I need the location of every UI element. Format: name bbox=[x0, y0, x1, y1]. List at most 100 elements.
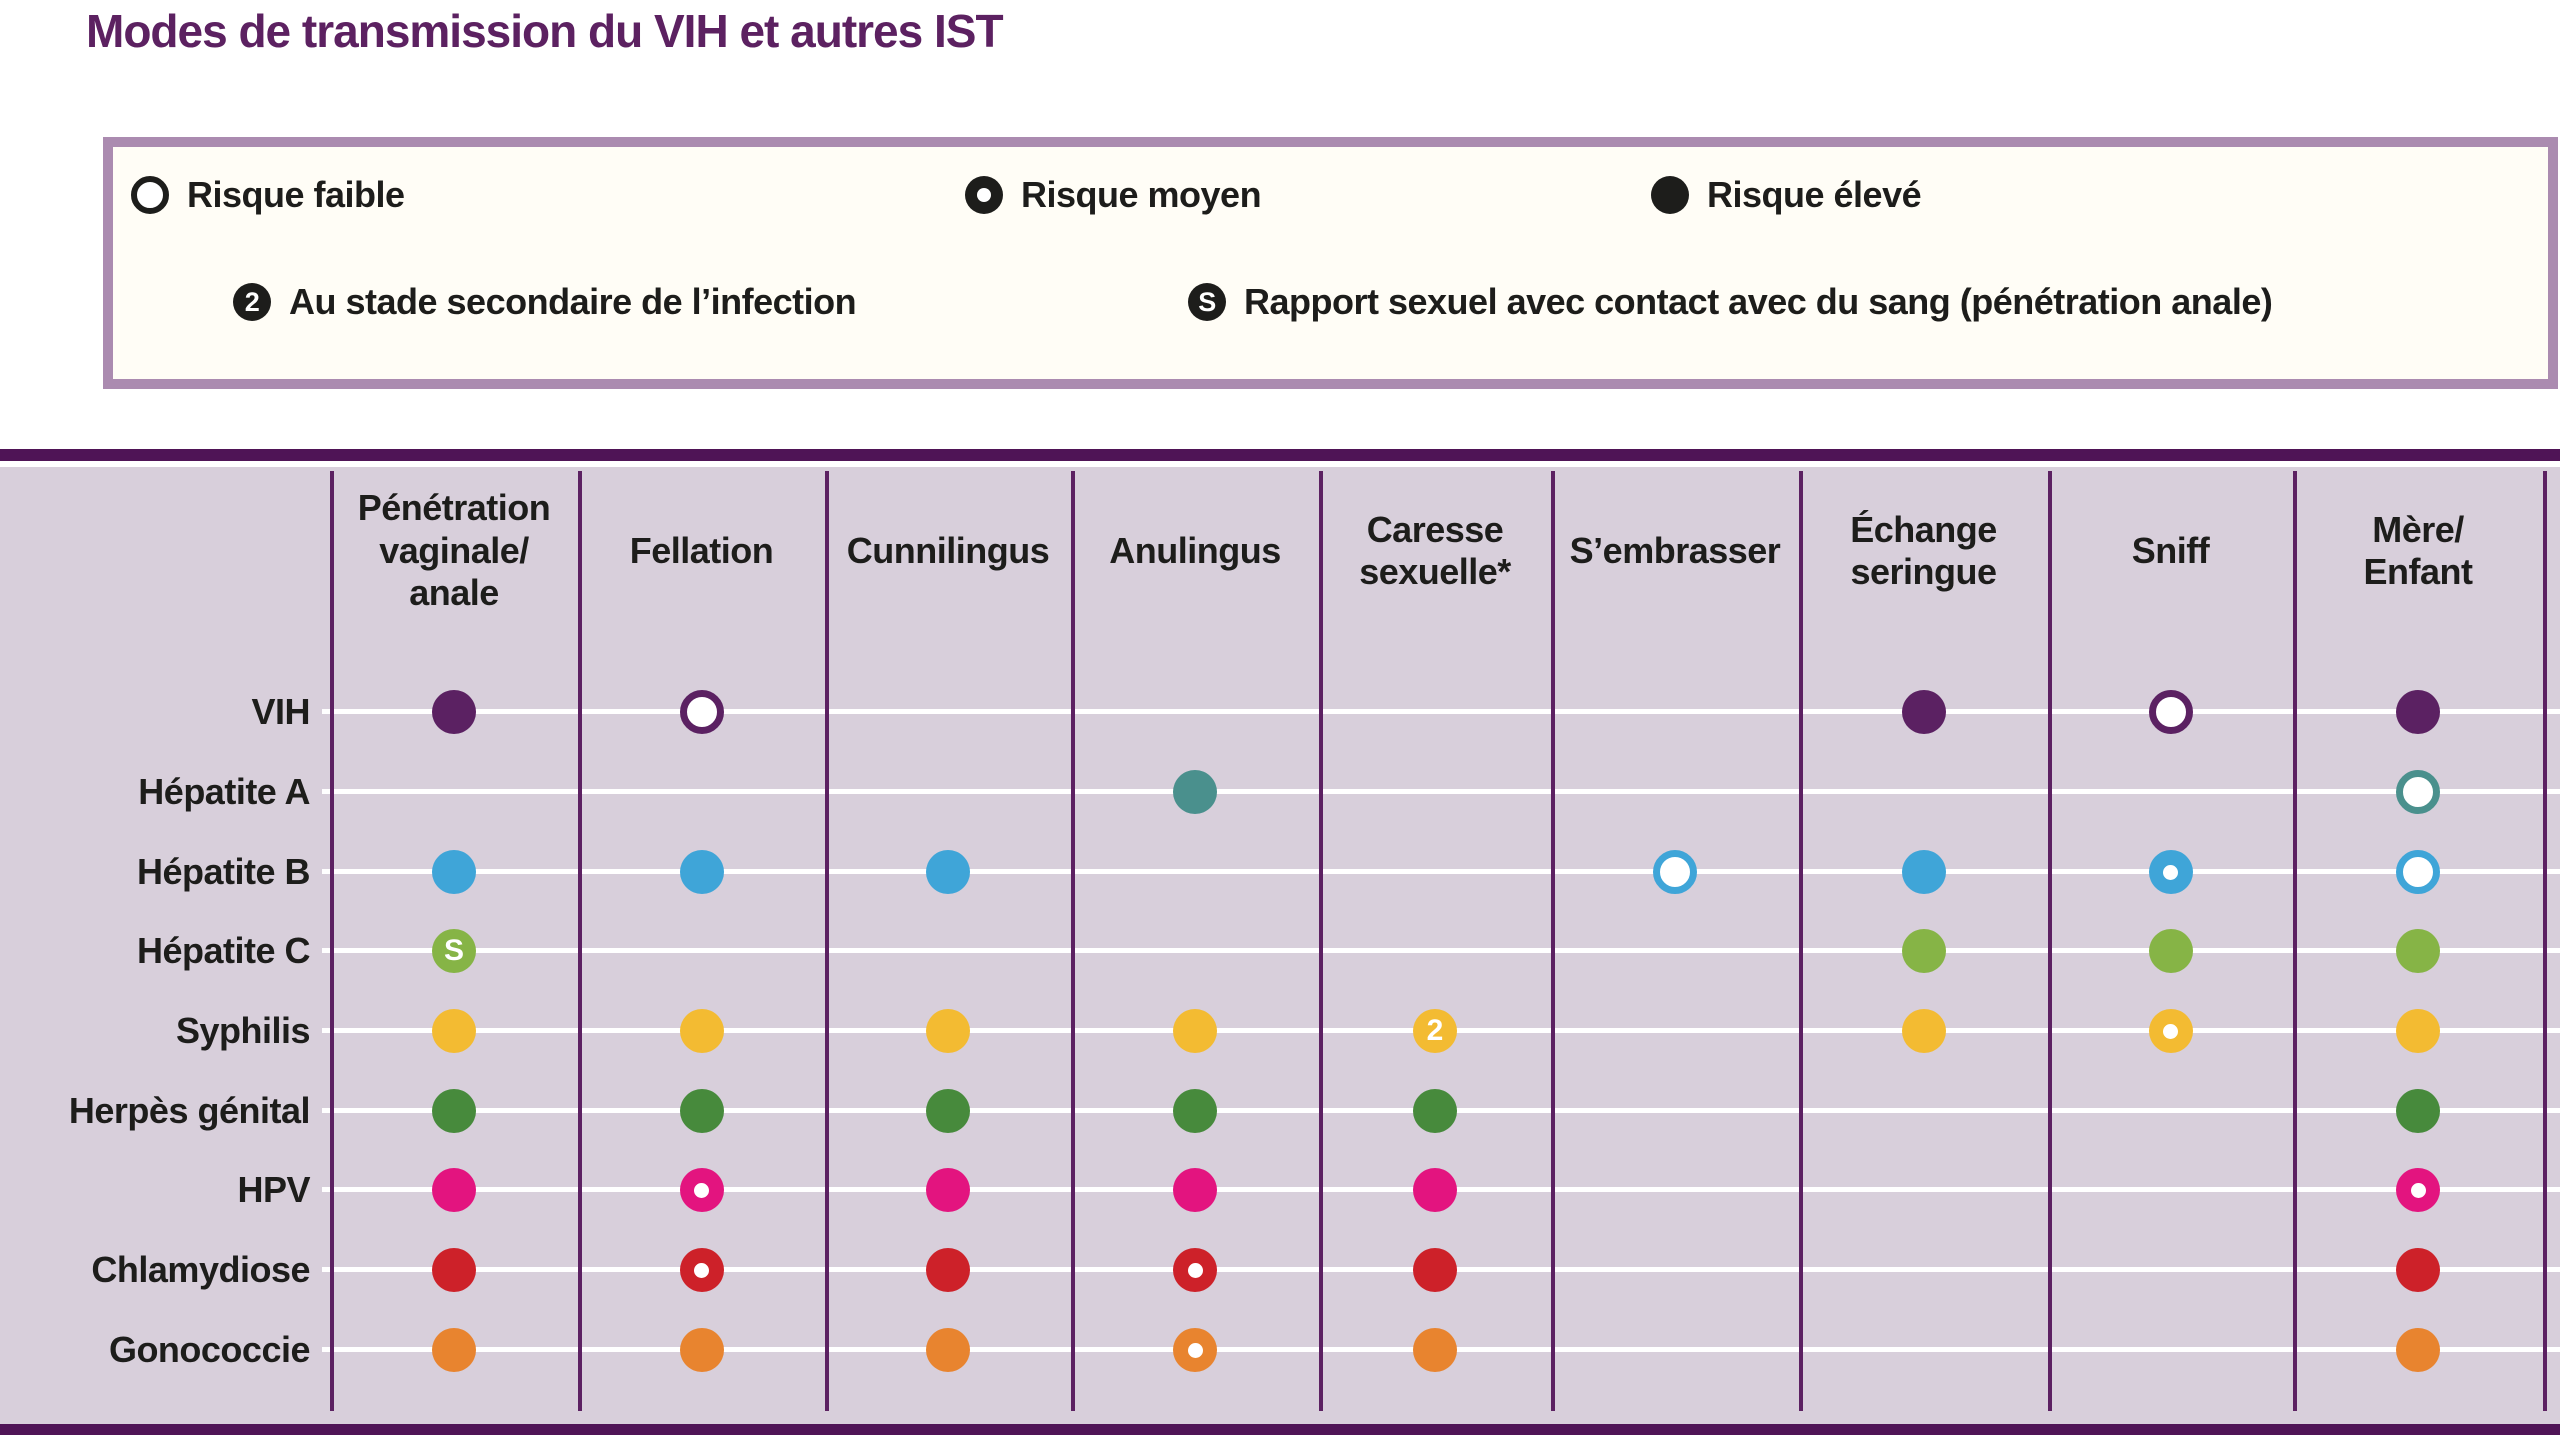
risk-dot bbox=[926, 850, 970, 894]
risk-dot bbox=[432, 1328, 476, 1372]
circled-2-icon: 2 bbox=[233, 283, 271, 321]
row-gridline bbox=[322, 869, 2560, 874]
risk-dot bbox=[432, 1089, 476, 1133]
risk-dot bbox=[926, 1248, 970, 1292]
risk-dot bbox=[2396, 690, 2440, 734]
risk-dot bbox=[679, 690, 724, 734]
risk-dot bbox=[926, 1089, 970, 1133]
row-label: Hépatite A bbox=[138, 771, 310, 812]
legend-item-secondary-stage: 2 Au stade secondaire de l’infection bbox=[233, 281, 857, 323]
row-label: Hépatite B bbox=[136, 851, 311, 892]
circled-s-icon: S bbox=[1188, 283, 1226, 321]
row-label: Chlamydiose bbox=[91, 1249, 310, 1290]
row-label: Syphilis bbox=[175, 1010, 311, 1051]
risk-dot bbox=[2396, 850, 2440, 894]
column-separator bbox=[2543, 471, 2547, 1411]
legend-item-blood-contact: S Rapport sexuel avec contact avec du sa… bbox=[1188, 281, 2273, 323]
column-separator bbox=[1551, 471, 1555, 1411]
column-separator bbox=[1071, 471, 1075, 1411]
risk-dot bbox=[2396, 770, 2440, 814]
risk-dot bbox=[1413, 1089, 1457, 1133]
column-header: Anulingus bbox=[1109, 529, 1281, 571]
row-gridline bbox=[322, 789, 2560, 794]
risk-dot bbox=[1173, 1248, 1217, 1292]
row-label: Gonococcie bbox=[108, 1329, 311, 1370]
risk-dot bbox=[926, 1168, 970, 1212]
risk-dot: 2 bbox=[1413, 1009, 1457, 1053]
risk-dot bbox=[1901, 690, 1946, 734]
medium-risk-icon bbox=[965, 176, 1003, 214]
risk-dot bbox=[679, 1328, 724, 1372]
risk-dot bbox=[1173, 1168, 1217, 1212]
column-header: S’embrasser bbox=[1569, 529, 1781, 571]
legend-item-label: Risque faible bbox=[187, 174, 405, 215]
secondary-stage-badge: 2 bbox=[1426, 1014, 1444, 1047]
risk-dot bbox=[2396, 1248, 2440, 1292]
column-header: Pénétration vaginale/ anale bbox=[357, 487, 551, 614]
risk-dot bbox=[2396, 1328, 2440, 1372]
risk-dot bbox=[432, 1009, 476, 1053]
column-separator bbox=[578, 471, 582, 1411]
transmission-matrix: Pénétration vaginale/ anale Fellation Cunn… bbox=[0, 467, 2560, 1424]
risk-dot bbox=[1173, 1328, 1217, 1372]
row-label: VIH bbox=[251, 691, 310, 732]
row-gridline bbox=[322, 709, 2560, 714]
column-header: Cunnilingus bbox=[846, 529, 1050, 571]
medium-risk-core bbox=[694, 1262, 709, 1278]
high-risk-icon bbox=[1651, 176, 1689, 214]
risk-dot: S bbox=[432, 929, 476, 973]
risk-dot bbox=[1901, 1009, 1946, 1053]
row-label: HPV bbox=[237, 1169, 310, 1210]
risk-dot bbox=[2148, 850, 2193, 894]
medium-risk-core bbox=[2410, 1182, 2426, 1198]
risk-dot bbox=[2396, 929, 2440, 973]
legend-box: Risque faible Risque moyen Risque élevé … bbox=[103, 137, 2558, 389]
risk-dot bbox=[2148, 929, 2193, 973]
risk-dot bbox=[679, 850, 724, 894]
low-risk-icon bbox=[131, 176, 169, 214]
column-separator bbox=[825, 471, 829, 1411]
blood-contact-badge: S bbox=[443, 934, 464, 967]
risk-dot bbox=[1901, 850, 1946, 894]
risk-dot bbox=[1413, 1328, 1457, 1372]
risk-dot bbox=[1653, 850, 1697, 894]
column-header: Fellation bbox=[629, 529, 774, 571]
legend-item-label: Risque élevé bbox=[1707, 174, 1922, 215]
risk-dot bbox=[679, 1248, 724, 1292]
risk-dot bbox=[926, 1328, 970, 1372]
risk-dot bbox=[2148, 690, 2193, 734]
risk-dot bbox=[1901, 929, 1946, 973]
risk-dot bbox=[1173, 1009, 1217, 1053]
risk-dot bbox=[679, 1089, 724, 1133]
column-separator bbox=[1799, 471, 1803, 1411]
column-header: Échange seringue bbox=[1850, 508, 1997, 592]
row-label: Hépatite C bbox=[136, 930, 311, 971]
page-title: Modes de transmission du VIH et autres I… bbox=[86, 5, 1004, 57]
legend-item-high-risk: Risque élevé bbox=[1651, 174, 1922, 216]
risk-dot bbox=[926, 1009, 970, 1053]
medium-risk-core bbox=[1187, 1342, 1203, 1358]
risk-dot bbox=[2396, 1009, 2440, 1053]
column-separator bbox=[330, 471, 334, 1411]
medium-risk-core bbox=[694, 1182, 709, 1198]
column-separator bbox=[2048, 471, 2052, 1411]
row-gridline bbox=[322, 948, 2560, 953]
risk-dot bbox=[679, 1168, 724, 1212]
column-header: Sniff bbox=[2131, 529, 2210, 571]
separator-rule bbox=[0, 449, 2560, 461]
risk-dot bbox=[1173, 770, 1217, 814]
legend-item-label: Rapport sexuel avec contact avec du sang… bbox=[1244, 281, 2273, 322]
legend-item-medium-risk: Risque moyen bbox=[965, 174, 1262, 216]
legend-item-low-risk: Risque faible bbox=[131, 174, 405, 216]
bottom-border-bar bbox=[0, 1424, 2560, 1435]
row-label: Herpès génital bbox=[68, 1090, 311, 1131]
risk-dot bbox=[432, 1168, 476, 1212]
risk-dot bbox=[2396, 1168, 2440, 1212]
column-separator bbox=[2293, 471, 2297, 1411]
legend-item-label: Risque moyen bbox=[1021, 174, 1262, 215]
risk-dot bbox=[1413, 1168, 1457, 1212]
risk-dot bbox=[432, 1248, 476, 1292]
risk-dot bbox=[679, 1009, 724, 1053]
medium-risk-core bbox=[2163, 864, 2178, 880]
